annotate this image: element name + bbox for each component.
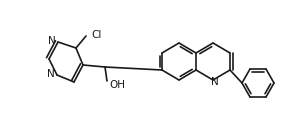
Text: OH: OH — [109, 80, 125, 90]
Text: N: N — [47, 69, 55, 79]
Text: N: N — [211, 77, 219, 87]
Text: N: N — [48, 36, 56, 46]
Text: Cl: Cl — [91, 30, 101, 40]
